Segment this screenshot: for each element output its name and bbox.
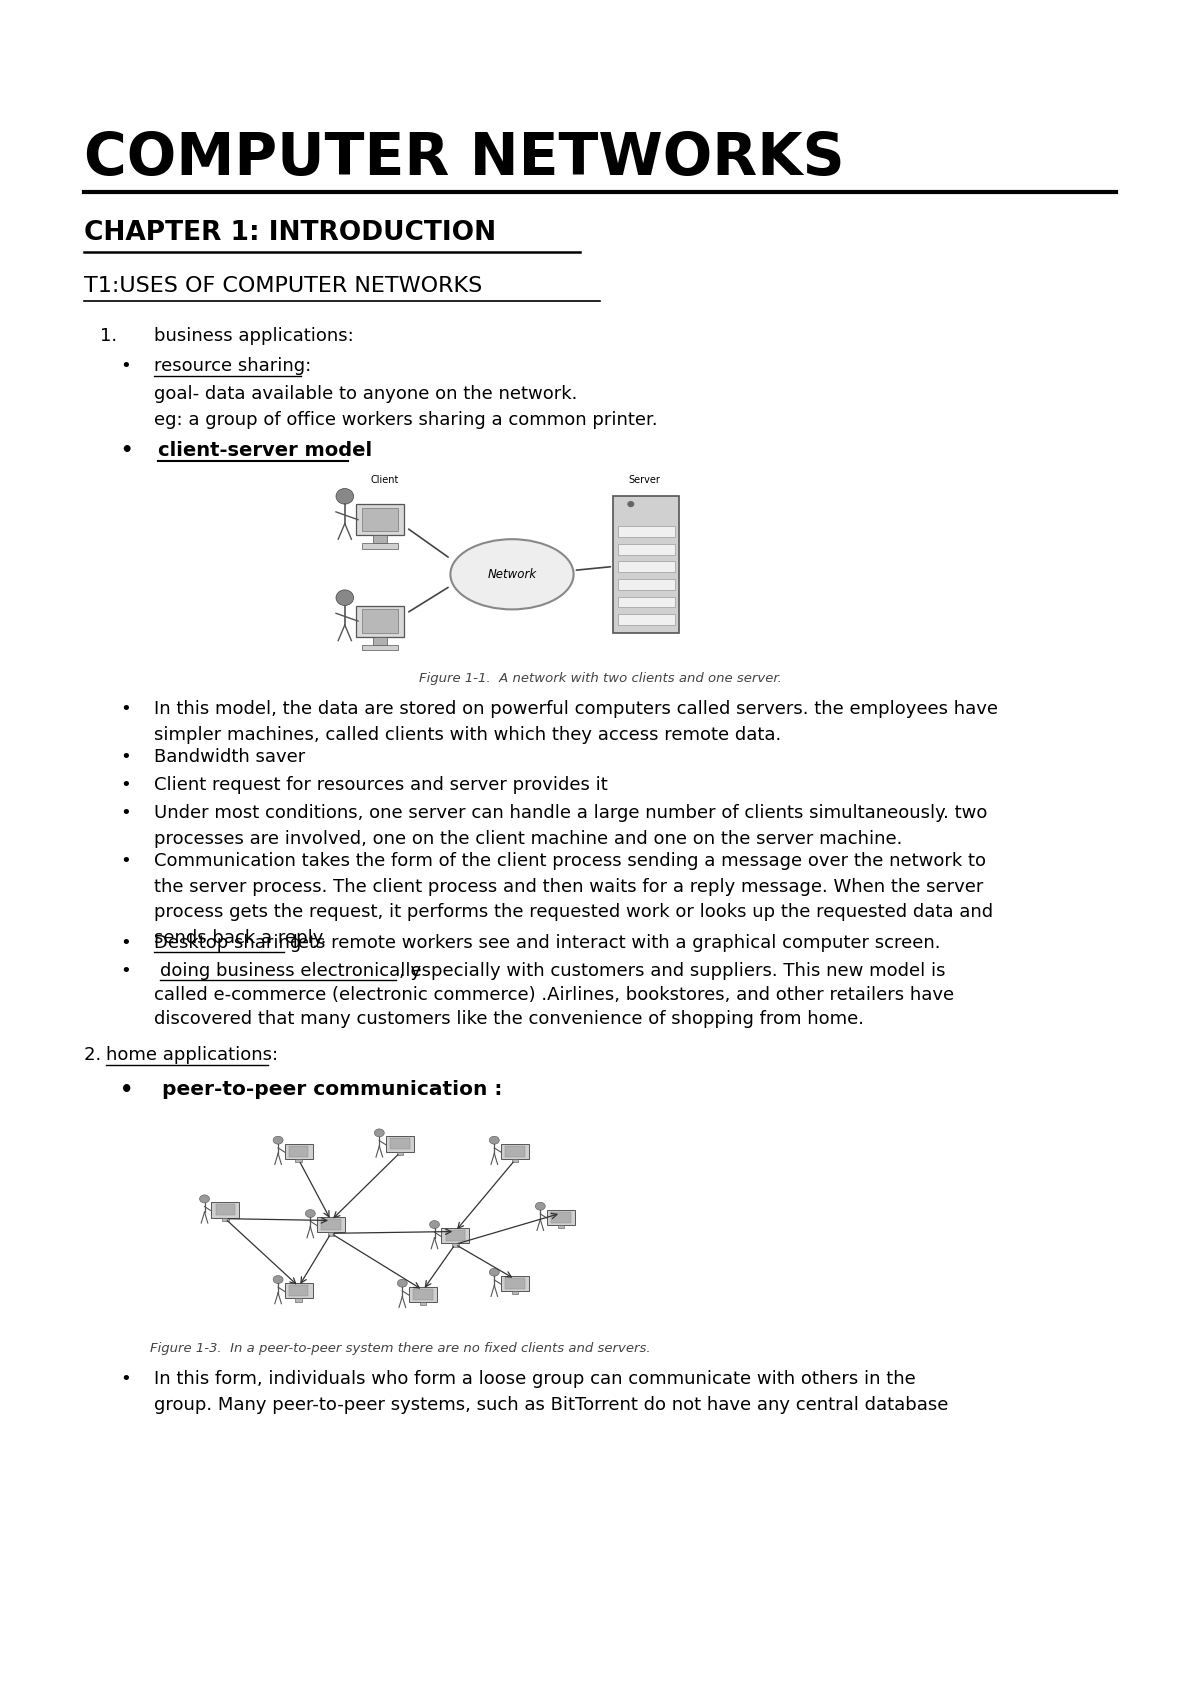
Text: Server: Server xyxy=(628,475,660,486)
Polygon shape xyxy=(362,508,397,531)
Polygon shape xyxy=(295,1299,302,1302)
Polygon shape xyxy=(547,1209,575,1224)
Polygon shape xyxy=(289,1146,308,1156)
Polygon shape xyxy=(356,606,404,637)
Polygon shape xyxy=(420,1302,426,1306)
Text: •: • xyxy=(120,749,131,766)
Bar xyxy=(618,562,674,572)
Text: •: • xyxy=(120,700,131,718)
Circle shape xyxy=(305,1209,316,1217)
Bar xyxy=(618,596,674,608)
Text: CHAPTER 1: INTRODUCTION: CHAPTER 1: INTRODUCTION xyxy=(84,221,496,246)
Polygon shape xyxy=(362,610,397,633)
Circle shape xyxy=(628,501,635,508)
Polygon shape xyxy=(413,1289,433,1299)
Polygon shape xyxy=(317,1217,344,1233)
Text: Network: Network xyxy=(487,567,536,581)
Polygon shape xyxy=(397,1151,403,1155)
Bar xyxy=(618,543,674,555)
Polygon shape xyxy=(216,1204,235,1216)
Text: Under most conditions, one server can handle a large number of clients simultane: Under most conditions, one server can ha… xyxy=(154,803,988,847)
Polygon shape xyxy=(551,1212,571,1223)
Text: •: • xyxy=(120,1370,131,1387)
Text: •: • xyxy=(120,803,131,822)
Polygon shape xyxy=(373,637,386,645)
Text: T1:USES OF COMPUTER NETWORKS: T1:USES OF COMPUTER NETWORKS xyxy=(84,277,482,295)
Polygon shape xyxy=(295,1160,302,1161)
Polygon shape xyxy=(442,1228,469,1243)
Circle shape xyxy=(199,1195,210,1202)
Polygon shape xyxy=(328,1233,335,1236)
Text: •: • xyxy=(120,357,131,375)
Circle shape xyxy=(490,1268,499,1277)
Text: •: • xyxy=(120,934,131,953)
Circle shape xyxy=(490,1136,499,1144)
Bar xyxy=(618,615,674,625)
Circle shape xyxy=(336,589,354,606)
Circle shape xyxy=(374,1129,384,1138)
Polygon shape xyxy=(511,1160,518,1161)
Text: called e-commerce (electronic commerce) .Airlines, bookstores, and other retaile: called e-commerce (electronic commerce) … xyxy=(154,987,954,1004)
Bar xyxy=(618,579,674,589)
Polygon shape xyxy=(452,1243,458,1246)
Text: Figure 1-3.  In a peer-to-peer system there are no fixed clients and servers.: Figure 1-3. In a peer-to-peer system the… xyxy=(150,1341,650,1355)
Text: In this form, individuals who form a loose group can communicate with others in : In this form, individuals who form a loo… xyxy=(154,1370,948,1414)
Polygon shape xyxy=(286,1282,312,1299)
Text: , especially with customers and suppliers. This new model is: , especially with customers and supplier… xyxy=(398,963,946,980)
Text: client-server model: client-server model xyxy=(158,441,372,460)
Text: eg: a group of office workers sharing a common printer.: eg: a group of office workers sharing a … xyxy=(154,411,658,430)
Text: •: • xyxy=(120,441,132,460)
Polygon shape xyxy=(511,1290,518,1294)
Text: In this model, the data are stored on powerful computers called servers. the emp: In this model, the data are stored on po… xyxy=(154,700,998,744)
Polygon shape xyxy=(505,1146,524,1156)
Ellipse shape xyxy=(450,540,574,610)
Polygon shape xyxy=(445,1229,464,1241)
Text: 2.: 2. xyxy=(84,1046,107,1065)
Circle shape xyxy=(336,489,354,504)
Text: goal- data available to anyone on the network.: goal- data available to anyone on the ne… xyxy=(154,385,577,402)
Circle shape xyxy=(397,1279,407,1287)
Circle shape xyxy=(274,1136,283,1144)
Text: 1.: 1. xyxy=(100,328,118,345)
Circle shape xyxy=(274,1275,283,1284)
Circle shape xyxy=(430,1221,439,1228)
Polygon shape xyxy=(502,1143,529,1160)
Polygon shape xyxy=(211,1202,239,1217)
Text: lets remote workers see and interact with a graphical computer screen.: lets remote workers see and interact wit… xyxy=(287,934,941,953)
Text: Desktop sharing: Desktop sharing xyxy=(154,934,301,953)
Text: Client: Client xyxy=(371,475,398,486)
Text: peer-to-peer communication :: peer-to-peer communication : xyxy=(162,1080,503,1099)
Text: Bandwidth saver: Bandwidth saver xyxy=(154,749,305,766)
Text: doing business electronically: doing business electronically xyxy=(160,963,421,980)
Polygon shape xyxy=(322,1219,341,1229)
Text: home applications:: home applications: xyxy=(106,1046,278,1065)
Polygon shape xyxy=(222,1217,228,1221)
Circle shape xyxy=(535,1202,545,1211)
Text: COMPUTER NETWORKS: COMPUTER NETWORKS xyxy=(84,131,845,187)
Text: business applications:: business applications: xyxy=(154,328,354,345)
Polygon shape xyxy=(386,1136,414,1151)
Polygon shape xyxy=(390,1138,409,1150)
Polygon shape xyxy=(286,1143,312,1160)
Polygon shape xyxy=(505,1277,524,1289)
Polygon shape xyxy=(502,1275,529,1290)
Polygon shape xyxy=(362,645,397,650)
Polygon shape xyxy=(558,1224,564,1228)
Text: •: • xyxy=(120,1080,133,1100)
Text: Figure 1-1.  A network with two clients and one server.: Figure 1-1. A network with two clients a… xyxy=(419,672,781,684)
Text: •: • xyxy=(120,852,131,869)
Text: •: • xyxy=(120,963,131,980)
Text: discovered that many customers like the convenience of shopping from home.: discovered that many customers like the … xyxy=(154,1010,864,1027)
Bar xyxy=(618,526,674,537)
Polygon shape xyxy=(373,535,386,543)
Polygon shape xyxy=(362,543,397,548)
Polygon shape xyxy=(356,504,404,535)
Text: Client request for resources and server provides it: Client request for resources and server … xyxy=(154,776,607,795)
Text: resource sharing:: resource sharing: xyxy=(154,357,311,375)
Text: •: • xyxy=(120,776,131,795)
Polygon shape xyxy=(289,1285,308,1296)
Polygon shape xyxy=(409,1287,437,1302)
Text: Communication takes the form of the client process sending a message over the ne: Communication takes the form of the clie… xyxy=(154,852,994,947)
Bar xyxy=(613,496,679,633)
